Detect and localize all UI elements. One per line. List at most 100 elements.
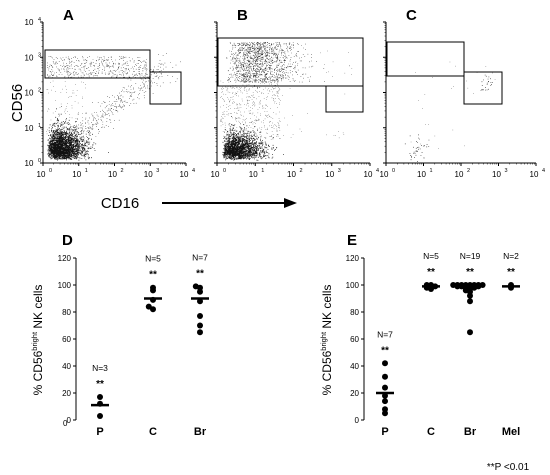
- significance-label-c: **: [427, 267, 435, 278]
- flow-x-tick-label: 10: [364, 170, 373, 179]
- category-label-br: Br: [464, 426, 477, 438]
- panel-letter-b: B: [237, 7, 248, 24]
- flow-y-tick-label: 10: [25, 159, 34, 168]
- dot-y-tick-label: 120: [346, 254, 360, 263]
- flow-x-tick-exp: 3: [156, 168, 159, 174]
- flow-y-tick-label: 10: [25, 124, 34, 133]
- data-point: [382, 406, 388, 413]
- data-point: [97, 394, 103, 401]
- panel-letter-c: C: [406, 7, 417, 24]
- flow-x-arrow: [162, 198, 297, 208]
- flow-x-tick-label: 10: [380, 170, 389, 179]
- x-origin-label: 0: [63, 419, 68, 428]
- dot-y-axis-label: % CD56bright NK cells: [30, 285, 45, 396]
- flow-x-tick-exp: 2: [121, 168, 124, 174]
- data-point: [197, 322, 203, 329]
- panel-letter-a: A: [63, 7, 74, 24]
- flow-x-tick-label: 10: [37, 170, 46, 179]
- dot-y-axis-label: % CD56bright NK cells: [319, 285, 334, 396]
- category-label-p: P: [381, 426, 388, 438]
- flow-y-tick-label: 10: [25, 18, 34, 27]
- dot-y-tick-label: 100: [346, 281, 360, 290]
- flow-x-tick-label: 10: [287, 170, 296, 179]
- data-point: [197, 313, 203, 320]
- flow-x-tick-label: 10: [530, 170, 539, 179]
- flow-panel-c: C10 0 10 1 10 2 10 3 10 4: [380, 7, 546, 179]
- significance-label-br: **: [466, 267, 474, 278]
- significance-label-c: **: [149, 270, 157, 281]
- flow-x-tick-exp: 4: [376, 168, 379, 174]
- category-label-c: C: [427, 426, 435, 438]
- significance-label-mel: **: [507, 267, 515, 278]
- dot-y-tick-label: 0: [355, 416, 360, 425]
- dot-y-tick-label: 40: [62, 362, 71, 371]
- flow-x-tick-label: 10: [144, 170, 153, 179]
- flow-x-tick-label: 10: [180, 170, 189, 179]
- flow-events: [404, 61, 496, 162]
- data-point: [450, 282, 457, 288]
- flow-x-tick-label: 10: [211, 170, 220, 179]
- data-point: [192, 283, 199, 290]
- flow-x-tick-label: 10: [325, 170, 334, 179]
- flow-x-tick-exp: 1: [85, 168, 88, 174]
- n-label-p: N=7: [377, 329, 393, 339]
- flow-x-tick-label: 10: [249, 170, 258, 179]
- dot-y-tick-label: 40: [350, 362, 359, 371]
- flow-x-tick-exp: 1: [261, 168, 264, 174]
- data-point: [479, 282, 486, 288]
- n-label-br: N=7: [192, 252, 208, 262]
- data-point: [382, 360, 388, 367]
- significance-label-p: **: [96, 379, 104, 390]
- n-label-p: N=3: [92, 363, 108, 373]
- flow-y-tick-exp: 1: [38, 123, 41, 129]
- data-point: [454, 282, 461, 288]
- flow-x-tick-exp: 3: [338, 168, 341, 174]
- n-label-c: N=5: [423, 251, 439, 261]
- dot-y-tick-label: 60: [62, 335, 71, 344]
- dot-y-tick-label: 60: [350, 335, 359, 344]
- significance-label-p: **: [381, 345, 389, 356]
- dot-plot-e: E 0 20 40 60 80 100 120 % CD56bright NK cells P N=…: [319, 232, 520, 438]
- flow-y-tick-exp: 2: [38, 88, 41, 94]
- n-label-mel: N=2: [503, 251, 519, 261]
- data-point: [382, 384, 388, 391]
- flow-panel-a: A10 010 110 210 310 410 0 10 1 10 2 10 3 10 4: [25, 7, 196, 179]
- flow-x-tick-exp: 0: [223, 168, 226, 174]
- dot-y-tick-label: 0: [67, 416, 72, 425]
- n-label-c: N=5: [145, 254, 161, 264]
- flow-x-tick-exp: 1: [430, 168, 433, 174]
- category-label-mel: Mel: [502, 426, 520, 438]
- category-label-c: C: [149, 426, 157, 438]
- footnote: **P <0.01: [487, 462, 530, 473]
- data-point: [467, 298, 473, 305]
- data-point: [97, 412, 103, 419]
- gate-rect-1: [44, 49, 151, 79]
- flow-x-tick-exp: 4: [192, 168, 195, 174]
- dot-y-tick-label: 100: [58, 281, 72, 290]
- flow-y-tick-exp: 4: [38, 17, 41, 23]
- data-point: [382, 373, 388, 380]
- flow-x-tick-label: 10: [455, 170, 464, 179]
- flow-y-axis-label: CD56: [9, 84, 26, 122]
- flow-y-tick-exp: 0: [38, 158, 41, 164]
- flow-x-tick-exp: 2: [467, 168, 470, 174]
- dot-plot-d: D 0 20 40 60 80 100 120 0 % CD56bright NK cells P N…: [30, 232, 209, 438]
- data-point: [467, 329, 473, 336]
- flow-panel-b: B10 0 10 1 10 2 10 3 10 4: [211, 7, 380, 179]
- dot-y-tick-label: 80: [350, 308, 359, 317]
- flow-x-tick-exp: 0: [49, 168, 52, 174]
- dot-y-tick-label: 80: [62, 308, 71, 317]
- category-label-br: Br: [194, 426, 207, 438]
- flow-y-tick-label: 10: [25, 53, 34, 62]
- flow-x-tick-label: 10: [417, 170, 426, 179]
- flow-x-tick-label: 10: [72, 170, 81, 179]
- data-point: [197, 329, 203, 336]
- gate-rect-2: [149, 71, 182, 105]
- flow-y-tick-exp: 3: [38, 52, 41, 58]
- panel-letter-e: E: [347, 232, 357, 249]
- flow-x-tick-exp: 3: [505, 168, 508, 174]
- gate-rect-1: [386, 41, 465, 77]
- category-label-p: P: [96, 426, 103, 438]
- flow-x-axis-label: CD16: [101, 195, 139, 212]
- flow-x-tick-exp: 2: [300, 168, 303, 174]
